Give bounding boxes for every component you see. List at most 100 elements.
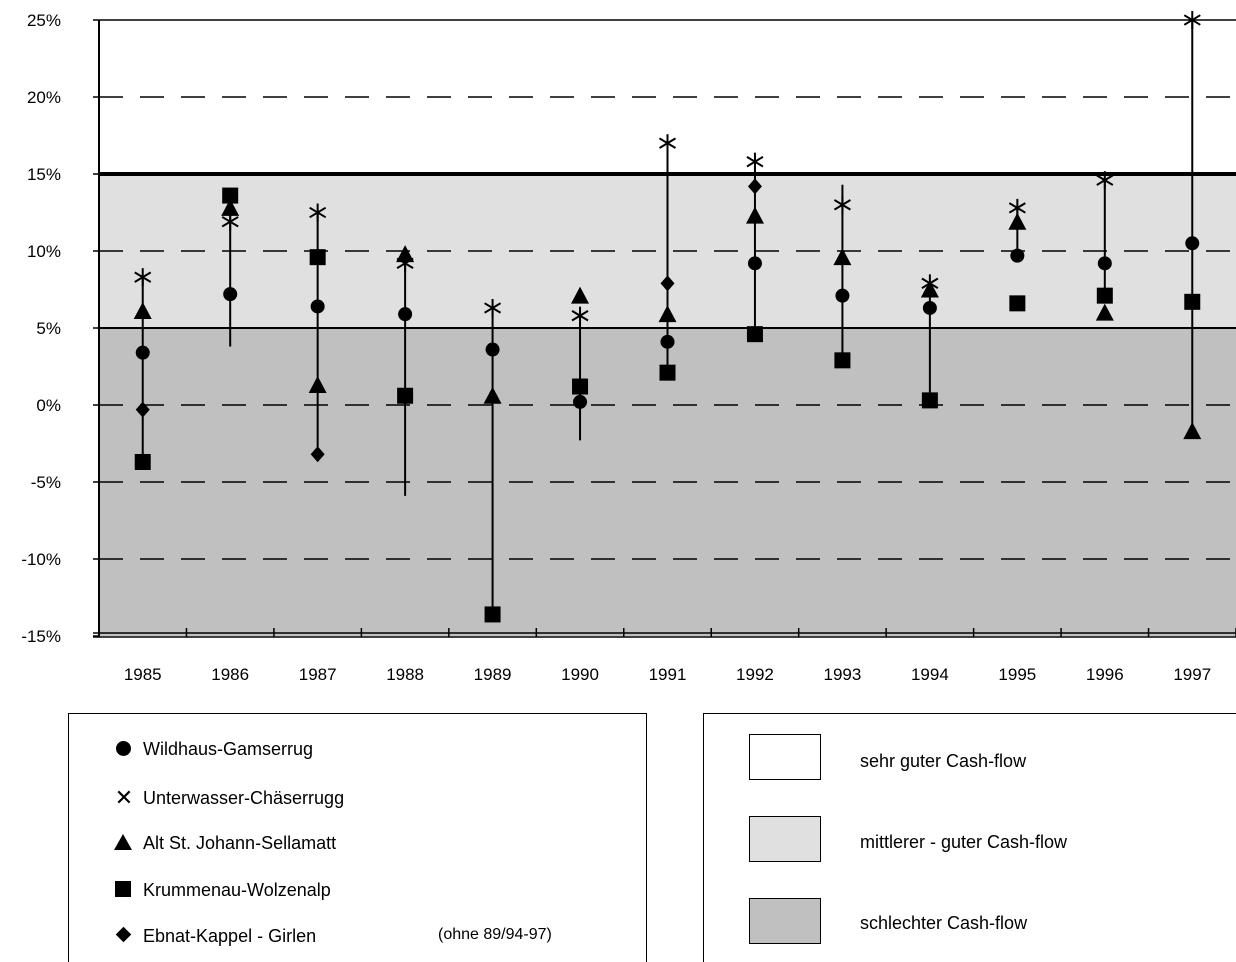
series-legend: Wildhaus-Gamserrug ✕ Unterwasser-Chäserr… [68,713,647,962]
point-circle [1185,236,1200,251]
point-circle [310,299,325,314]
swatch-schlecht [749,898,821,944]
point-circle [223,287,238,302]
zone-label-mittel: mittlerer - guter Cash-flow [860,832,1068,852]
point-square [222,187,239,204]
point-star [484,298,502,317]
star-icon: ✕ [114,785,134,810]
star-stroke [658,137,677,149]
point-circle [573,394,588,409]
zone-label-sehr-gut: sehr guter Cash-flow [860,751,1027,771]
point-star [309,203,327,222]
point-triangle [1008,212,1027,230]
legend-item-unterwasser: ✕ Unterwasser-Chäserrugg [113,787,344,809]
x-tick-label: 1987 [299,665,337,684]
x-tick-label: 1995 [998,665,1036,684]
legend-label: Ebnat-Kappel - Girlen [143,925,317,946]
x-tick-label: 1989 [474,665,512,684]
point-circle [747,256,762,271]
star-stroke [309,206,327,219]
legend-note: (ohne 89/94-97) [438,926,552,943]
y-tick-label: 15% [27,165,61,184]
point-triangle [133,302,152,320]
star-stroke [1008,202,1026,214]
point-star [571,306,589,325]
point-triangle [483,386,502,404]
legend-item-alt-st-johann: Alt St. Johann-Sellamatt [113,832,336,854]
star-stroke [1183,14,1201,26]
star-stroke [221,216,239,228]
x-tick-label: 1993 [824,665,862,684]
star-stroke [1096,174,1114,186]
point-square [397,387,414,404]
point-square [834,352,851,369]
point-square [484,606,501,623]
point-square [659,364,676,381]
x-tick-label: 1994 [911,665,949,684]
point-square [1184,293,1201,310]
y-tick-label: -15% [21,627,61,646]
legend-label: Krummenau-Wolzenalp [143,879,331,900]
point-circle [1097,256,1112,271]
x-tick-label: 1986 [211,665,249,684]
square-icon [113,879,135,901]
point-circle [398,307,413,322]
point-circle [485,342,500,357]
point-circle [835,288,850,303]
point-triangle [745,206,764,224]
legend-label: Unterwasser-Chäserrugg [143,787,345,808]
star-stroke [484,302,502,314]
point-circle [922,300,937,315]
legend-item-wildhaus: Wildhaus-Gamserrug [113,738,313,760]
point-square [1009,295,1026,312]
point-square [134,453,151,470]
star-stroke [571,310,589,322]
star-stroke [833,199,851,211]
point-square [309,249,326,266]
y-tick-label: 25% [27,11,61,30]
point-star [1096,171,1114,190]
y-tick-label: 0% [36,396,61,415]
point-square [572,378,589,395]
point-star [134,268,152,287]
x-tick-label: 1985 [124,665,162,684]
y-tick-label: -5% [31,473,61,492]
range-chart: -15% -10% -5% 0% 5% 10% 15% 20% 25% 1985 1986 1987 1… [21,11,1236,684]
point-square [746,326,763,343]
x-tick-label: 1988 [386,665,424,684]
point-star [746,152,764,171]
point-triangle [308,375,327,393]
x-tick-label: 1992 [736,665,774,684]
legend-label: Wildhaus-Gamserrug [143,738,314,759]
point-diamond [660,275,675,292]
x-tick-label: 1990 [561,665,599,684]
star-stroke [134,271,152,283]
y-tick-label: 20% [27,88,61,107]
x-tick-label: 1996 [1086,665,1124,684]
point-triangle [571,286,590,304]
star-stroke [746,156,764,168]
circle-icon [113,738,135,760]
legend-item-krummenau: Krummenau-Wolzenalp [113,879,331,901]
point-triangle [396,245,415,263]
point-star [833,195,851,214]
point-triangle [658,305,677,323]
y-tick-label: -10% [21,550,61,569]
x-tick-label: 1997 [1173,665,1211,684]
point-circle [1010,248,1025,263]
point-diamond [135,401,150,418]
point-triangle [833,248,852,266]
point-star [1183,11,1201,29]
y-tick-label: 10% [27,242,61,261]
zone-legend: sehr guter Cash-flow mittlerer - guter C… [703,713,1236,962]
point-diamond [747,178,762,195]
swatch-mittel [749,816,821,862]
point-square [921,392,938,409]
point-star [658,134,677,153]
point-circle [135,345,150,360]
legend-item-ebnat-kappel: Ebnat-Kappel - Girlen [113,925,316,947]
point-triangle [1095,303,1114,321]
y-tick-label: 5% [36,319,61,338]
x-tick-label: 1991 [649,665,687,684]
point-triangle [920,280,939,298]
